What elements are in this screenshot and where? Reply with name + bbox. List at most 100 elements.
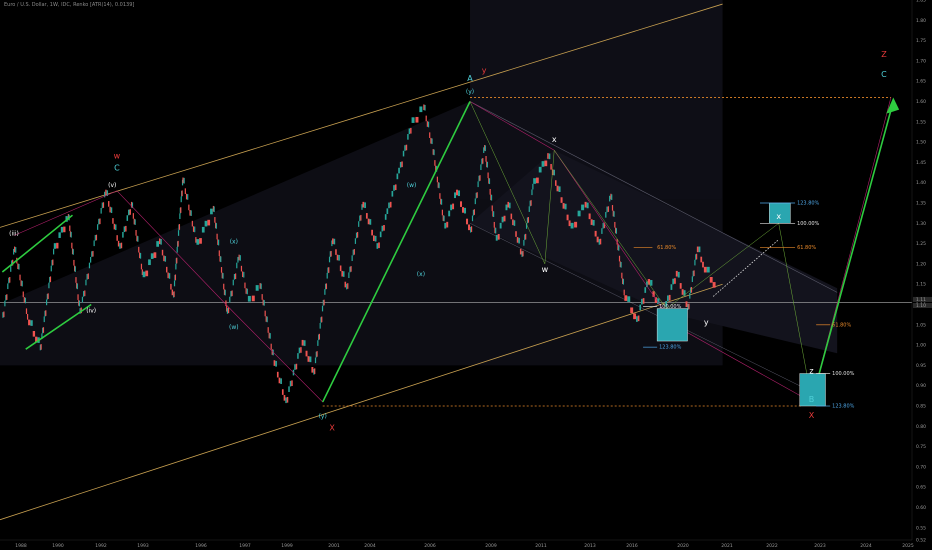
renko-brick [246, 288, 248, 295]
renko-brick [41, 333, 43, 340]
renko-brick [389, 201, 392, 208]
renko-brick [509, 202, 511, 209]
renko-brick [450, 204, 453, 211]
renko-brick [69, 225, 71, 232]
renko-brick [694, 259, 696, 266]
y-tick-26: 0.55 [916, 525, 926, 531]
renko-brick [201, 226, 205, 233]
renko-brick [133, 218, 135, 225]
renko-brick [212, 205, 214, 212]
renko-brick [4, 300, 6, 307]
x-tick-7: 2001 [328, 543, 340, 549]
renko-brick [167, 272, 169, 279]
renko-brick [452, 203, 455, 210]
renko-brick [131, 202, 134, 209]
renko-brick [333, 238, 336, 245]
y-tick-0: 1.85 [916, 0, 926, 4]
renko-brick [40, 344, 42, 350]
renko-brick [52, 259, 54, 266]
renko-brick [119, 243, 121, 249]
renko-brick [39, 344, 41, 351]
renko-brick [136, 235, 138, 242]
renko-brick [243, 271, 245, 278]
renko-brick [330, 250, 332, 257]
renko-brick [315, 351, 317, 358]
renko-brick [286, 396, 289, 403]
renko-brick [322, 299, 324, 306]
renko-brick [187, 194, 189, 200]
chart-title: Euro / U.S. Dollar, 1W, IDC, Renko [ATR(… [4, 2, 135, 8]
wave-label-14: x [552, 135, 557, 144]
renko-brick [541, 161, 545, 167]
renko-brick [78, 300, 81, 307]
renko-brick [522, 250, 524, 257]
renko-brick [566, 214, 569, 221]
renko-brick [94, 235, 96, 241]
renko-brick [488, 178, 491, 185]
y-tick-5: 1.60 [916, 99, 926, 105]
renko-brick [501, 216, 504, 223]
renko-brick [388, 202, 390, 209]
y-tick-27: 0.52 [916, 538, 926, 544]
renko-brick [214, 217, 216, 223]
renko-brick [610, 193, 612, 200]
renko-brick [603, 222, 606, 229]
fib-mid-label-1: 123.80% [659, 345, 681, 351]
renko-brick [142, 271, 146, 278]
renko-brick [223, 289, 226, 295]
renko-brick [642, 298, 645, 304]
renko-brick [49, 276, 51, 283]
renko-brick [14, 246, 16, 253]
renko-brick [491, 205, 493, 212]
renko-brick [137, 236, 139, 242]
renko-brick [84, 290, 86, 297]
renko-brick [153, 252, 157, 258]
renko-brick [383, 225, 385, 231]
renko-brick [51, 260, 53, 266]
renko-brick [191, 220, 193, 227]
renko-brick [464, 207, 467, 214]
renko-brick [615, 227, 617, 234]
x-tick-16: 2022 [766, 543, 778, 549]
renko-brick [657, 298, 660, 304]
wave-label-12: y [482, 66, 487, 75]
renko-brick [260, 283, 262, 290]
renko-brick [507, 201, 510, 208]
renko-brick [244, 282, 246, 289]
renko-brick [419, 106, 423, 113]
renko-brick [220, 267, 223, 273]
renko-brick [325, 283, 328, 290]
wave-label-18: z [809, 367, 813, 376]
renko-brick [393, 185, 395, 191]
renko-brick [441, 209, 444, 216]
renko-brick [100, 207, 102, 214]
fib-lower-label-2: 123.80% [832, 404, 854, 410]
renko-brick [646, 281, 648, 288]
renko-brick [609, 195, 611, 202]
renko-brick [548, 153, 551, 160]
renko-brick [615, 228, 617, 234]
impulse-arrowhead [886, 97, 900, 114]
renko-brick [331, 240, 333, 247]
renko-brick [484, 145, 486, 152]
renko-brick [289, 380, 292, 387]
renko-brick [620, 261, 622, 268]
renko-brick [338, 254, 340, 261]
renko-brick [369, 219, 372, 225]
renko-brick [98, 218, 100, 225]
renko-brick [264, 310, 266, 317]
renko-brick [687, 304, 689, 310]
renko-brick [247, 295, 251, 302]
renko-brick [183, 177, 185, 184]
wave-label-8: X [329, 423, 335, 432]
fib-upper-label-1: 100.00% [797, 221, 819, 227]
y-tick-1: 1.80 [916, 18, 926, 24]
renko-brick [443, 215, 445, 222]
renko-brick [440, 199, 443, 205]
x-tick-18: 2024 [860, 543, 872, 549]
price-tag-bg [913, 296, 932, 302]
renko-brick [493, 211, 495, 218]
impulse-line-3 [810, 101, 895, 403]
renko-brick [297, 353, 299, 359]
